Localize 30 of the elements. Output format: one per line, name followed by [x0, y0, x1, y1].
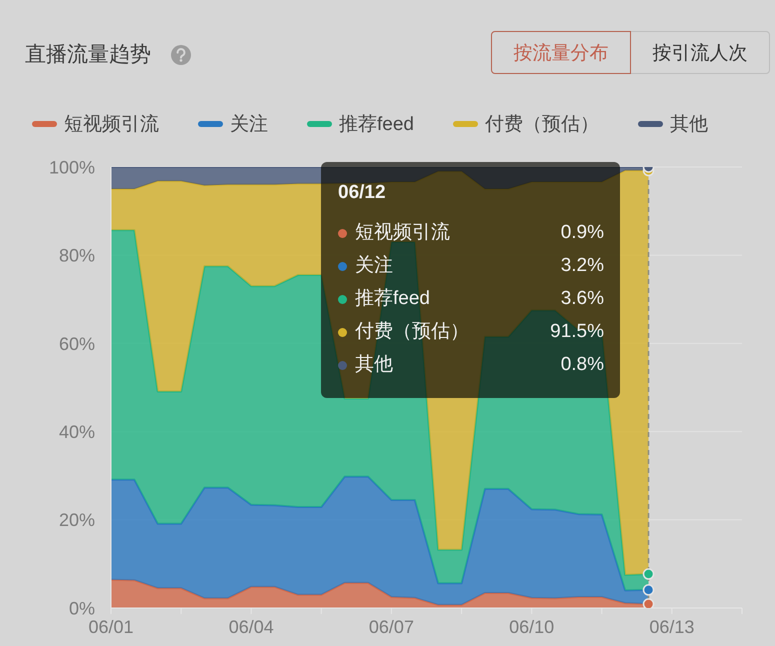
- text: 关注: [230, 114, 268, 135]
- y-tick-label: 100%: [48, 157, 95, 178]
- annotation: 3.2%: [560, 255, 604, 276]
- x-tick-label: 06/01: [88, 616, 134, 637]
- x-tick-label: 06/07: [368, 616, 414, 637]
- text: 付费（预估）: [484, 114, 599, 135]
- legend-label: 付费（预估）: [355, 321, 469, 342]
- legend-label: 推荐feed: [355, 288, 430, 309]
- y-tick-label: 20%: [58, 510, 95, 530]
- text: 其他: [355, 354, 393, 375]
- annotation: 3.6%: [560, 288, 604, 309]
- chart-title: 直播流量趋势: [25, 43, 151, 66]
- legend-label: 关注: [355, 255, 393, 276]
- tab-button: 按流量分布: [491, 31, 631, 74]
- x-tick-label: 06/13: [649, 616, 694, 637]
- annotation: 0.9%: [560, 222, 604, 243]
- x-tick-label: 06/04: [228, 616, 274, 637]
- annotation: 06/12: [338, 182, 386, 203]
- y-tick-label: 60%: [58, 334, 95, 354]
- legend-label: 短视频引流: [355, 222, 450, 243]
- y-tick-label: 40%: [58, 422, 95, 442]
- annotation: 91.5%: [550, 321, 604, 342]
- text: 推荐feed: [339, 114, 414, 135]
- legend-label: 其他: [670, 113, 708, 137]
- annotation: 0.8%: [560, 354, 604, 375]
- x-tick-label: 06/10: [509, 616, 554, 637]
- text: 短视频引流: [64, 114, 159, 135]
- y-tick-label: 0%: [68, 598, 95, 618]
- tab-button: 按引流人次: [630, 31, 770, 74]
- y-tick-label: 80%: [58, 246, 95, 266]
